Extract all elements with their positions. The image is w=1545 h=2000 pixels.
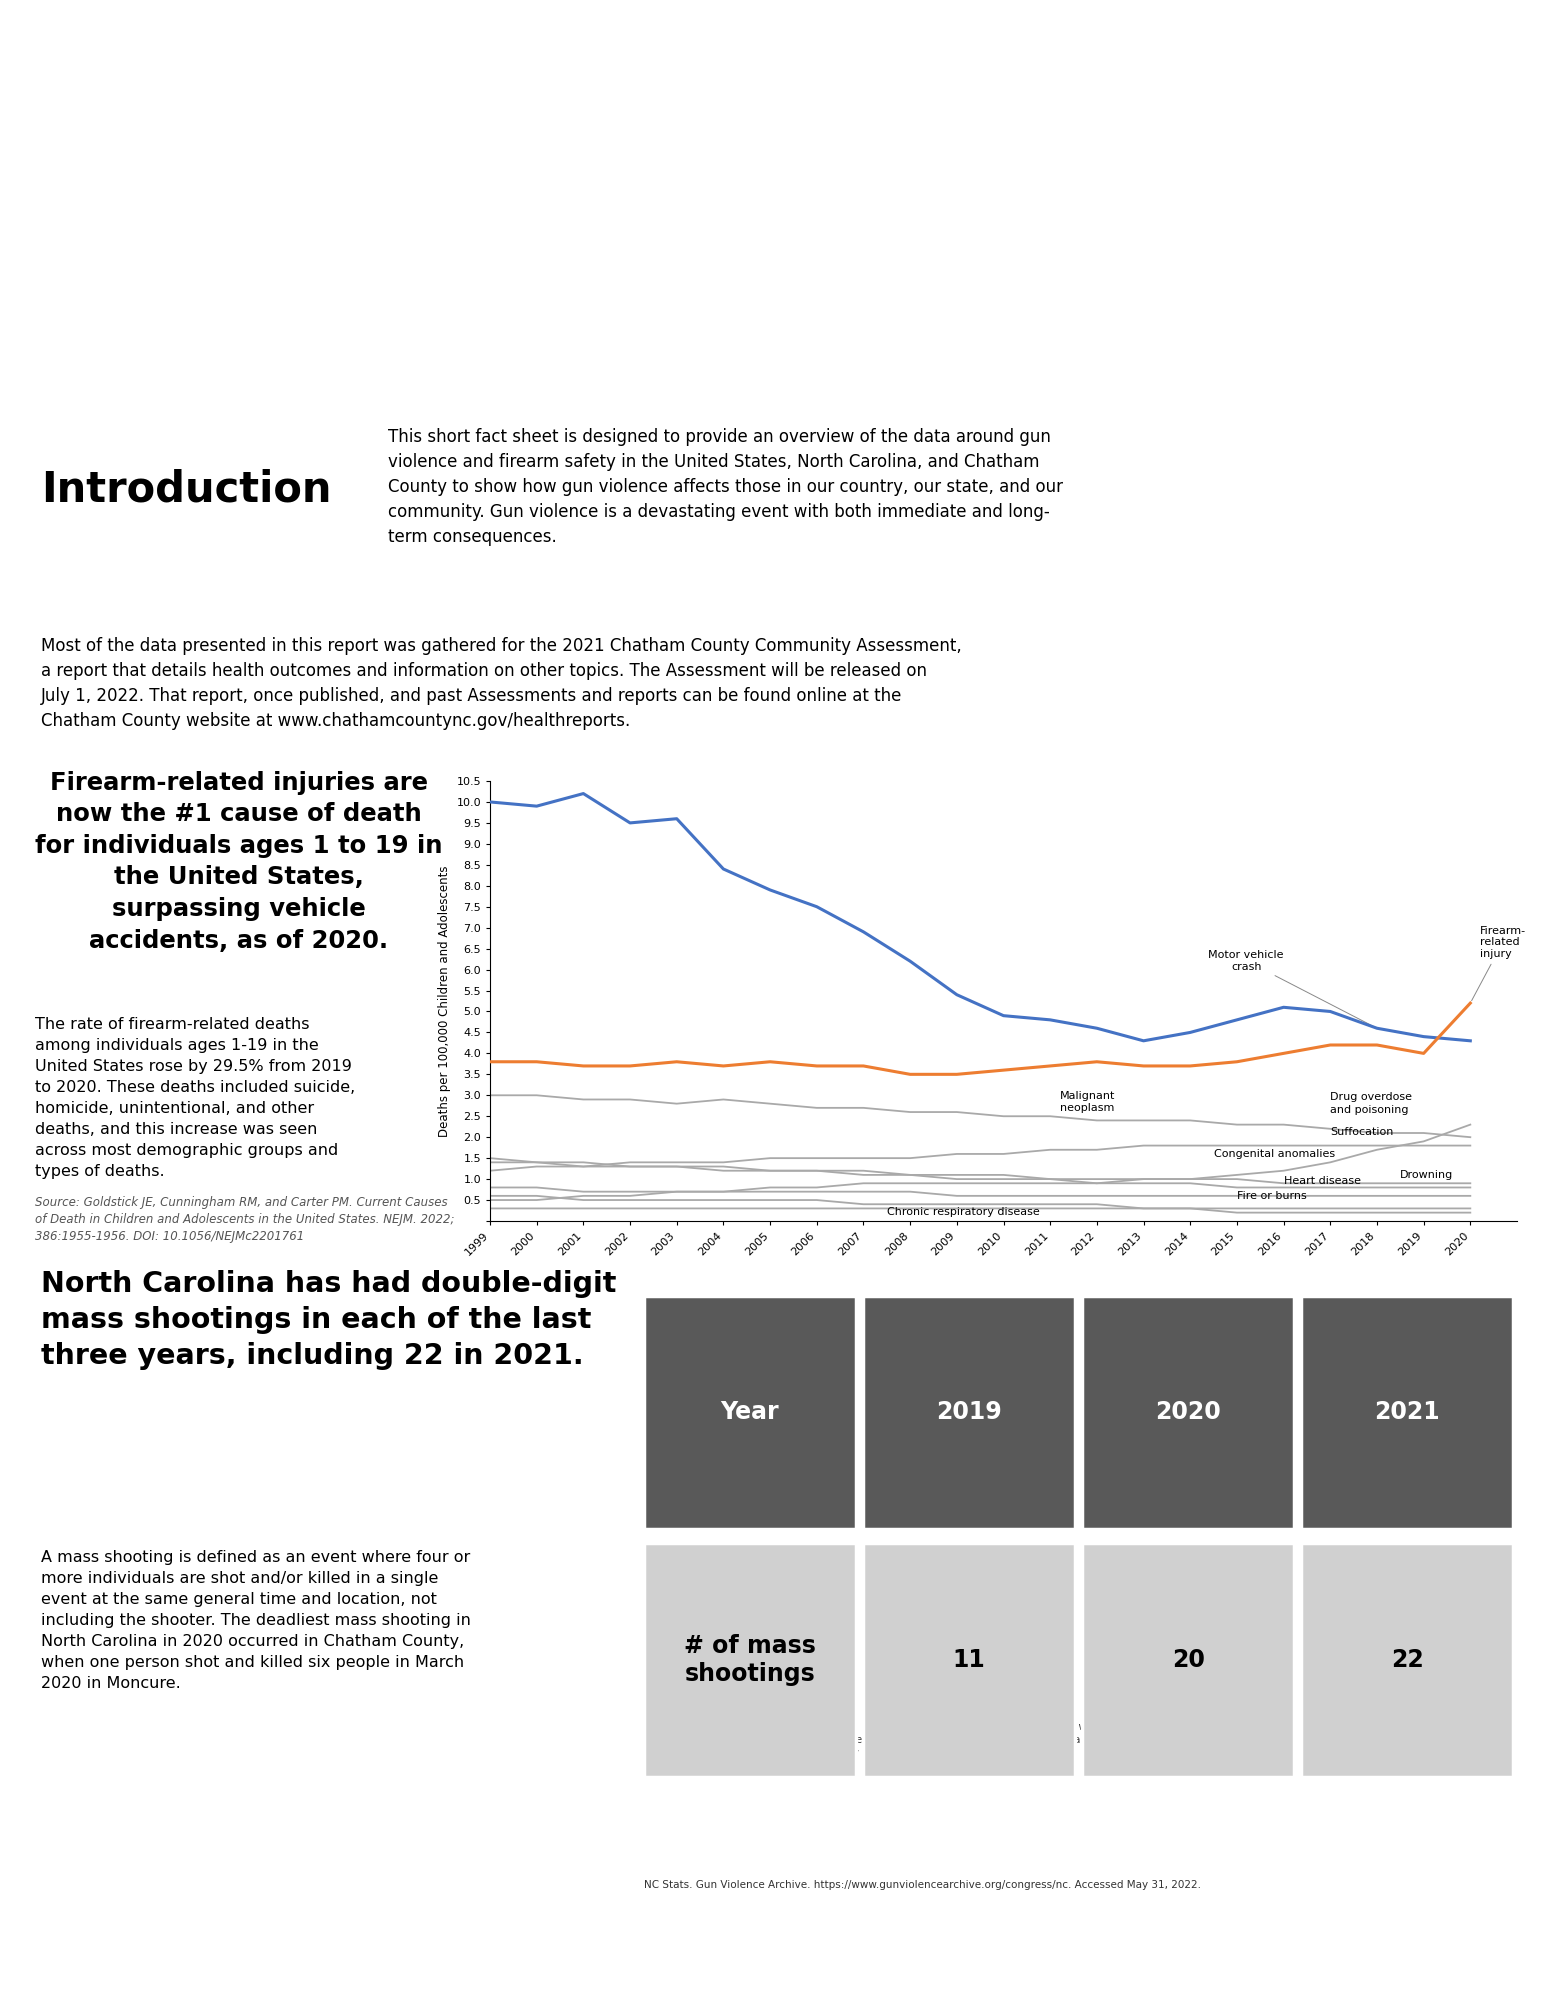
Text: Source: Goldstick JE, Cunningham RM, and Carter PM. Current Causes
of Death in C: Source: Goldstick JE, Cunningham RM, and…	[36, 1196, 454, 1244]
Text: Malignant
neoplasm: Malignant neoplasm	[1060, 1090, 1115, 1114]
Text: 2019: 2019	[936, 1400, 1001, 1424]
Text: Gun Violence & Safety:: Gun Violence & Safety:	[34, 82, 1119, 164]
Text: 2020: 2020	[1156, 1400, 1221, 1424]
Text: Fire or burns: Fire or burns	[1238, 1192, 1307, 1202]
FancyBboxPatch shape	[1082, 1296, 1295, 1528]
Text: Year: Year	[720, 1400, 779, 1424]
FancyBboxPatch shape	[1301, 1544, 1514, 1776]
Text: Introduction: Introduction	[40, 468, 331, 510]
Text: NC Stats. Gun Violence Archive. https://www.gunviolencearchive.org/congress/nc. : NC Stats. Gun Violence Archive. https://…	[644, 1880, 1200, 1890]
Text: Drug overdose
and poisoning: Drug overdose and poisoning	[1330, 1092, 1412, 1114]
Text: June 2022: June 2022	[728, 30, 817, 48]
Text: Congenital anomalies: Congenital anomalies	[1213, 1150, 1335, 1160]
Text: Chronic respiratory disease: Chronic respiratory disease	[887, 1206, 1040, 1216]
Text: # of mass
shootings: # of mass shootings	[684, 1634, 816, 1686]
Text: Fowler H. Gun deaths in the US surged in 2020, data shows. North Carolina's spik: Fowler H. Gun deaths in the US surged in…	[644, 1722, 1194, 1758]
FancyBboxPatch shape	[644, 1544, 856, 1776]
Text: Drowning: Drowning	[1400, 1170, 1454, 1180]
Text: A mass shooting is defined as an event where four or
more individuals are shot a: A mass shooting is defined as an event w…	[40, 1550, 471, 1690]
Y-axis label: Deaths per 100,000 Children and Adolescents: Deaths per 100,000 Children and Adolesce…	[437, 866, 451, 1136]
FancyBboxPatch shape	[644, 1296, 856, 1528]
Text: 11: 11	[953, 1648, 986, 1672]
Text: 20: 20	[1171, 1648, 1205, 1672]
Text: Firearm-related injuries are
now the #1 cause of death
for individuals ages 1 to: Firearm-related injuries are now the #1 …	[36, 770, 443, 952]
Text: The rate of firearm-related deaths
among individuals ages 1-19 in the
United Sta: The rate of firearm-related deaths among…	[36, 1018, 355, 1180]
Text: 2021: 2021	[1375, 1400, 1440, 1424]
Text: This short fact sheet is designed to provide an overview of the data around gun
: This short fact sheet is designed to pro…	[388, 428, 1063, 546]
Text: Most of the data presented in this report was gathered for the 2021 Chatham Coun: Most of the data presented in this repor…	[40, 638, 961, 730]
FancyBboxPatch shape	[1301, 1296, 1514, 1528]
Text: Suffocation: Suffocation	[1330, 1128, 1394, 1138]
Text: Public Health: Public Health	[48, 324, 148, 340]
Text: Motor vehicle
crash: Motor vehicle crash	[1208, 950, 1375, 1026]
Text: Heart disease: Heart disease	[1284, 1176, 1361, 1186]
Text: By the Numbers: By the Numbers	[199, 224, 953, 306]
Text: A Public Health Fact Sheet from the Chatham County Public Health Department: A Public Health Fact Sheet from the Chat…	[275, 376, 1270, 400]
FancyBboxPatch shape	[1082, 1544, 1295, 1776]
Text: North Carolina has had double-digit
mass shootings in each of the last
three yea: North Carolina has had double-digit mass…	[40, 1270, 616, 1370]
FancyBboxPatch shape	[862, 1544, 1075, 1776]
Text: Firearm-
related
injury: Firearm- related injury	[1472, 926, 1526, 1000]
FancyBboxPatch shape	[862, 1296, 1075, 1528]
Text: 22: 22	[1390, 1648, 1424, 1672]
